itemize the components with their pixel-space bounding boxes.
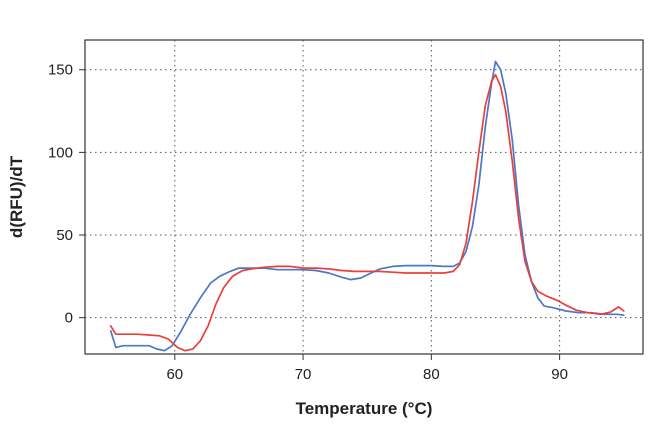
series-line-2 bbox=[109, 73, 625, 352]
plot-area bbox=[84, 39, 644, 355]
x-axis-title: Temperature (°C) bbox=[296, 399, 433, 418]
tick-marks bbox=[79, 69, 561, 360]
y-tick-label: 50 bbox=[56, 227, 73, 244]
y-tick-label: 100 bbox=[48, 144, 73, 161]
grid bbox=[85, 40, 643, 354]
x-tick-label: 90 bbox=[551, 366, 568, 383]
x-tick-labels: 60 70 80 90 bbox=[166, 366, 568, 383]
y-tick-label: 150 bbox=[48, 62, 73, 79]
y-tick-label: 0 bbox=[65, 310, 73, 327]
x-tick-label: 60 bbox=[166, 366, 183, 383]
x-tick-label: 70 bbox=[295, 366, 312, 383]
x-tick-label: 80 bbox=[423, 366, 440, 383]
y-axis-title: d(RFU)/dT bbox=[7, 155, 26, 238]
y-tick-labels: 0 50 100 150 bbox=[48, 62, 73, 327]
series-lines bbox=[109, 60, 625, 352]
